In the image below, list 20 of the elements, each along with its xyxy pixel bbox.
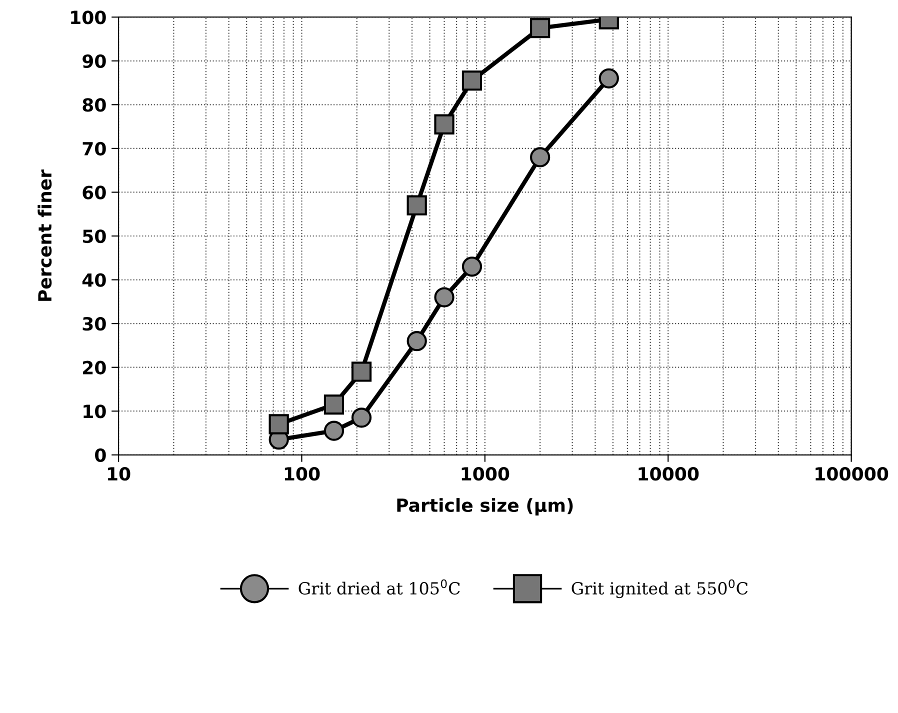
x-axis-title: Particle size (µm) bbox=[397, 498, 573, 516]
y-tick-label: 30 bbox=[82, 317, 106, 331]
y-tick-label: 90 bbox=[82, 54, 106, 68]
y-tick-label: 20 bbox=[83, 360, 106, 374]
x-tick-label: 10 bbox=[108, 467, 130, 481]
legend-label: Grit dried at 105$^{0}$C bbox=[298, 579, 460, 595]
legend-label: Grit ignited at 550$^{0}$C bbox=[572, 579, 748, 598]
y-tick-label: 70 bbox=[82, 142, 106, 156]
x-tick-label: 1000 bbox=[462, 467, 510, 481]
x-tick-label: 100000 bbox=[816, 467, 888, 481]
y-tick-label: 0 bbox=[95, 448, 106, 462]
y-tick-label: 60 bbox=[82, 186, 106, 200]
y-tick-label: 10 bbox=[84, 404, 106, 418]
y-axis-title: Percent finer bbox=[38, 169, 52, 301]
y-tick-label: 50 bbox=[83, 229, 106, 244]
y-tick-label: 40 bbox=[82, 273, 106, 287]
y-tick-label: 80 bbox=[82, 98, 106, 112]
y-tick-label: 100 bbox=[71, 10, 106, 24]
x-tick-label: 10000 bbox=[638, 467, 699, 481]
x-tick-label: 100 bbox=[284, 467, 320, 481]
